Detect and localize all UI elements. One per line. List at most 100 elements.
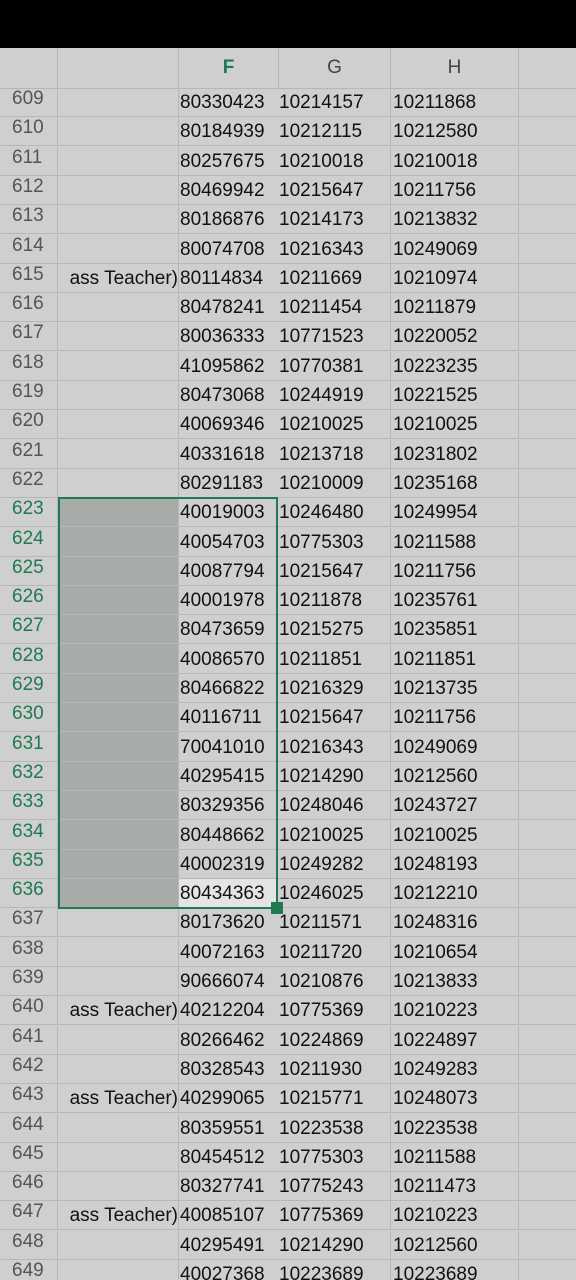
cell-g[interactable]: 10246025 [279, 879, 391, 908]
row-number[interactable]: 640 [0, 996, 58, 1025]
row-number[interactable]: 617 [0, 322, 58, 351]
row-number[interactable]: 649 [0, 1260, 58, 1280]
cell-e[interactable] [58, 146, 179, 175]
cell-h[interactable]: 10212560 [391, 1230, 519, 1259]
row-number[interactable]: 611 [0, 146, 58, 175]
cell-e[interactable] [58, 1230, 179, 1259]
cell-f[interactable]: 80473659 [180, 619, 265, 641]
cell-i[interactable] [519, 733, 576, 761]
column-header-g[interactable]: G [279, 48, 391, 88]
cell-e[interactable]: ass Teacher) [58, 1201, 179, 1230]
table-row[interactable]: 633 80329356 10248046 10243727 [0, 791, 576, 821]
cell-h[interactable]: 10210223 [391, 1201, 519, 1230]
cell-h[interactable]: 10221525 [391, 381, 519, 409]
cell-e[interactable] [58, 117, 179, 146]
cell-h[interactable]: 10220052 [391, 322, 519, 351]
row-number[interactable]: 609 [0, 88, 58, 116]
row-number[interactable]: 635 [0, 849, 58, 878]
table-row[interactable]: 645 80454512 10775303 10211588 [0, 1142, 576, 1172]
cell-e[interactable] [58, 879, 179, 908]
cell-h[interactable]: 10235168 [391, 468, 519, 497]
cell-g[interactable]: 10211454 [279, 293, 391, 322]
cell-f[interactable]: 80186876 [180, 209, 265, 231]
table-row[interactable]: 626 40001978 10211878 10235761 [0, 586, 576, 616]
row-number[interactable]: 627 [0, 615, 58, 644]
cell-e[interactable] [58, 498, 179, 527]
cell-h[interactable]: 10210025 [391, 820, 519, 849]
cell-i[interactable] [519, 967, 576, 995]
cell-g[interactable]: 10213718 [279, 439, 391, 468]
cell-i[interactable] [519, 1114, 576, 1142]
cell-h[interactable]: 10210223 [391, 996, 519, 1025]
cell-e[interactable] [58, 615, 179, 644]
cell-g[interactable]: 10775369 [279, 1201, 391, 1230]
table-row[interactable]: 615 ass Teacher) 80114834 10211669 10210974 [0, 263, 576, 293]
cell-i[interactable] [519, 1231, 576, 1259]
row-number[interactable]: 621 [0, 439, 58, 468]
cell-f[interactable]: 40001978 [180, 590, 265, 612]
row-number[interactable]: 615 [0, 263, 58, 292]
cell-f[interactable]: 40054703 [180, 531, 265, 553]
cell-f[interactable]: 40085107 [180, 1205, 265, 1227]
table-row[interactable]: 630 40116711 10215647 10211756 [0, 703, 576, 733]
cell-h[interactable]: 10211473 [391, 1172, 519, 1201]
cell-f[interactable]: 40299065 [180, 1088, 265, 1110]
cell-i[interactable] [519, 703, 576, 731]
cell-h[interactable]: 10249283 [391, 1054, 519, 1083]
table-row[interactable]: 644 80359551 10223538 10223538 [0, 1113, 576, 1143]
cell-h[interactable]: 10248316 [391, 908, 519, 937]
cell-e[interactable] [58, 1260, 179, 1280]
cell-i[interactable] [519, 1084, 576, 1112]
column-header-i[interactable] [519, 48, 576, 88]
cell-i[interactable] [519, 850, 576, 878]
table-row[interactable]: 624 40054703 10775303 10211588 [0, 527, 576, 557]
cell-g[interactable]: 10210876 [279, 967, 391, 995]
cell-f[interactable]: 40027368 [180, 1264, 265, 1280]
cell-f[interactable]: 40087794 [180, 560, 265, 582]
cell-e[interactable] [58, 1172, 179, 1201]
cell-f[interactable]: 40019003 [180, 502, 265, 524]
cell-e[interactable]: ass Teacher) [58, 1084, 179, 1113]
cell-h[interactable]: 10235851 [391, 615, 519, 644]
column-header-h[interactable]: H [391, 48, 519, 88]
table-row[interactable]: 649 40027368 10223689 10223689 [0, 1260, 576, 1280]
cell-g[interactable]: 10775243 [279, 1172, 391, 1201]
row-number[interactable]: 645 [0, 1142, 58, 1171]
cell-f[interactable]: 80328543 [180, 1058, 265, 1080]
cell-i[interactable] [519, 938, 576, 966]
table-row[interactable]: 648 40295491 10214290 10212560 [0, 1230, 576, 1260]
selection-drag-handle[interactable] [271, 902, 283, 915]
cell-g[interactable]: 10775369 [279, 996, 391, 1025]
cell-h[interactable]: 10249954 [391, 498, 519, 527]
cell-h[interactable]: 10223235 [391, 351, 519, 380]
cell-f[interactable]: 80036333 [180, 326, 265, 348]
cell-e[interactable] [58, 527, 179, 556]
row-number[interactable]: 622 [0, 468, 58, 497]
row-number[interactable]: 625 [0, 556, 58, 585]
cell-g[interactable]: 10216343 [279, 234, 391, 263]
cell-g[interactable]: 10216329 [279, 674, 391, 702]
cell-g[interactable]: 10214290 [279, 1230, 391, 1259]
cell-g[interactable]: 10211669 [279, 263, 391, 292]
cell-h[interactable]: 10249069 [391, 234, 519, 263]
cell-f[interactable]: 80291183 [180, 472, 264, 494]
cell-e[interactable] [58, 849, 179, 878]
row-number[interactable]: 632 [0, 761, 58, 790]
cell-g[interactable]: 10211878 [279, 586, 391, 615]
cell-g[interactable]: 10210025 [279, 820, 391, 849]
row-number[interactable]: 643 [0, 1084, 58, 1113]
row-number[interactable]: 647 [0, 1201, 58, 1230]
cell-g[interactable]: 10216343 [279, 732, 391, 761]
cell-f[interactable]: 70041010 [180, 736, 265, 758]
cell-f[interactable]: 80478241 [180, 297, 265, 319]
row-number[interactable]: 628 [0, 644, 58, 673]
cell-g[interactable]: 10211571 [279, 908, 391, 937]
cell-h[interactable]: 10211588 [391, 527, 519, 556]
cell-f[interactable]: 90666074 [180, 971, 265, 992]
cell-f[interactable]: 40069346 [180, 414, 265, 436]
table-row[interactable]: 613 80186876 10214173 10213832 [0, 205, 576, 235]
cell-h[interactable]: 10213832 [391, 205, 519, 234]
row-number[interactable]: 624 [0, 527, 58, 556]
cell-e[interactable] [58, 381, 179, 409]
cell-i[interactable] [519, 440, 576, 468]
